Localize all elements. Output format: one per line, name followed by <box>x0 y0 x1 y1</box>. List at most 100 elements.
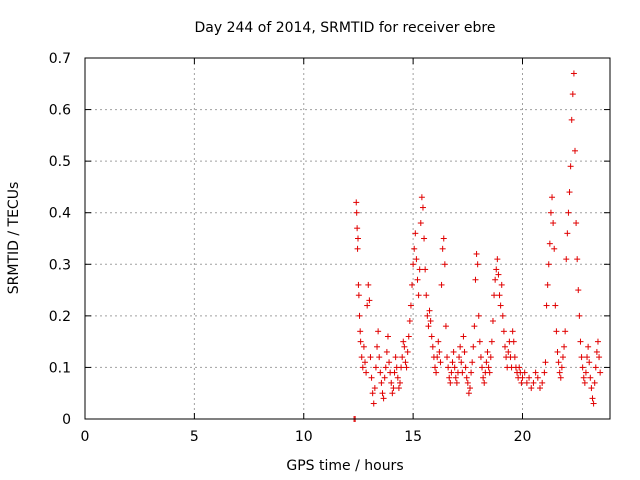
data-point <box>355 235 361 242</box>
data-point <box>372 364 379 371</box>
data-point <box>471 323 478 330</box>
data-point <box>457 343 464 350</box>
data-point <box>427 318 434 325</box>
data-point <box>497 302 504 309</box>
data-point <box>403 364 410 371</box>
data-point <box>569 91 576 98</box>
data-point <box>552 302 559 309</box>
data-point <box>391 369 398 376</box>
data-point <box>542 359 549 366</box>
data-point <box>582 369 589 376</box>
data-point <box>401 343 408 350</box>
data-point <box>462 364 469 371</box>
data-point <box>395 385 402 392</box>
data-point <box>554 348 561 355</box>
data-point <box>567 163 574 170</box>
data-point <box>568 116 575 123</box>
data-point <box>423 292 430 299</box>
data-point <box>386 359 393 366</box>
data-point <box>366 297 373 304</box>
data-point <box>547 209 554 216</box>
data-point <box>437 359 444 366</box>
data-point <box>576 312 583 319</box>
y-axis-label: SRMTID / TECUs <box>6 182 22 295</box>
data-point <box>446 374 453 381</box>
data-point <box>414 276 421 283</box>
data-point <box>543 302 550 309</box>
data-point <box>468 369 475 376</box>
x-tick-label: 15 <box>404 429 422 445</box>
data-point <box>417 220 424 227</box>
data-point <box>368 374 375 381</box>
data-point <box>491 292 498 299</box>
data-point <box>380 395 387 402</box>
data-point <box>404 348 411 355</box>
data-point <box>469 359 476 366</box>
data-point <box>452 374 459 381</box>
data-point <box>516 364 523 371</box>
data-point <box>470 343 477 350</box>
data-point <box>397 379 403 386</box>
data-point <box>479 364 486 371</box>
x-tick-label: 0 <box>81 429 90 445</box>
data-point <box>494 256 501 263</box>
data-point <box>377 369 384 376</box>
data-point <box>577 338 584 345</box>
data-point <box>376 354 383 361</box>
data-point <box>390 385 397 392</box>
data-point <box>562 328 569 335</box>
data-point <box>375 328 382 335</box>
data-point <box>589 395 596 402</box>
data-point <box>383 348 390 355</box>
data-point <box>353 209 360 216</box>
data-point <box>411 245 418 252</box>
data-point <box>449 359 456 366</box>
data-point <box>486 369 493 376</box>
data-point <box>434 354 441 361</box>
data-point <box>586 359 593 366</box>
data-point <box>475 312 482 319</box>
data-point <box>526 374 533 381</box>
data-point <box>581 379 588 386</box>
data-point <box>545 261 552 268</box>
data-point <box>405 333 412 340</box>
data-point <box>440 235 447 242</box>
data-point <box>467 385 473 392</box>
data-point <box>593 348 600 355</box>
data-point <box>444 354 451 361</box>
data-point <box>365 281 372 288</box>
data-point <box>484 348 491 355</box>
data-point <box>357 328 364 335</box>
data-point <box>355 292 362 299</box>
data-point <box>439 245 446 252</box>
data-point <box>398 364 405 371</box>
data-point <box>499 312 506 319</box>
data-point <box>453 379 460 386</box>
data-point <box>518 379 525 386</box>
x-tick-label: 20 <box>514 429 532 445</box>
x-tick-label: 5 <box>190 429 199 445</box>
data-point <box>530 379 537 386</box>
data-point <box>465 390 472 397</box>
data-point <box>357 338 364 345</box>
data-point <box>511 354 518 361</box>
data-point <box>537 385 543 392</box>
data-point <box>570 70 577 77</box>
data-point <box>492 276 499 283</box>
x-axis-label: GPS time / hours <box>286 458 403 474</box>
y-tick-label: 0.5 <box>49 154 71 170</box>
data-point <box>544 281 551 288</box>
y-tick-label: 0 <box>62 412 71 428</box>
y-tick-label: 0.4 <box>49 206 71 222</box>
data-point <box>591 379 598 386</box>
data-point <box>441 261 448 268</box>
data-point <box>406 318 413 325</box>
data-point <box>584 354 591 361</box>
data-point <box>597 369 604 376</box>
data-point <box>473 250 480 257</box>
data-point <box>463 374 470 381</box>
data-point <box>363 369 370 376</box>
data-point <box>474 261 481 268</box>
data-point <box>549 194 556 201</box>
